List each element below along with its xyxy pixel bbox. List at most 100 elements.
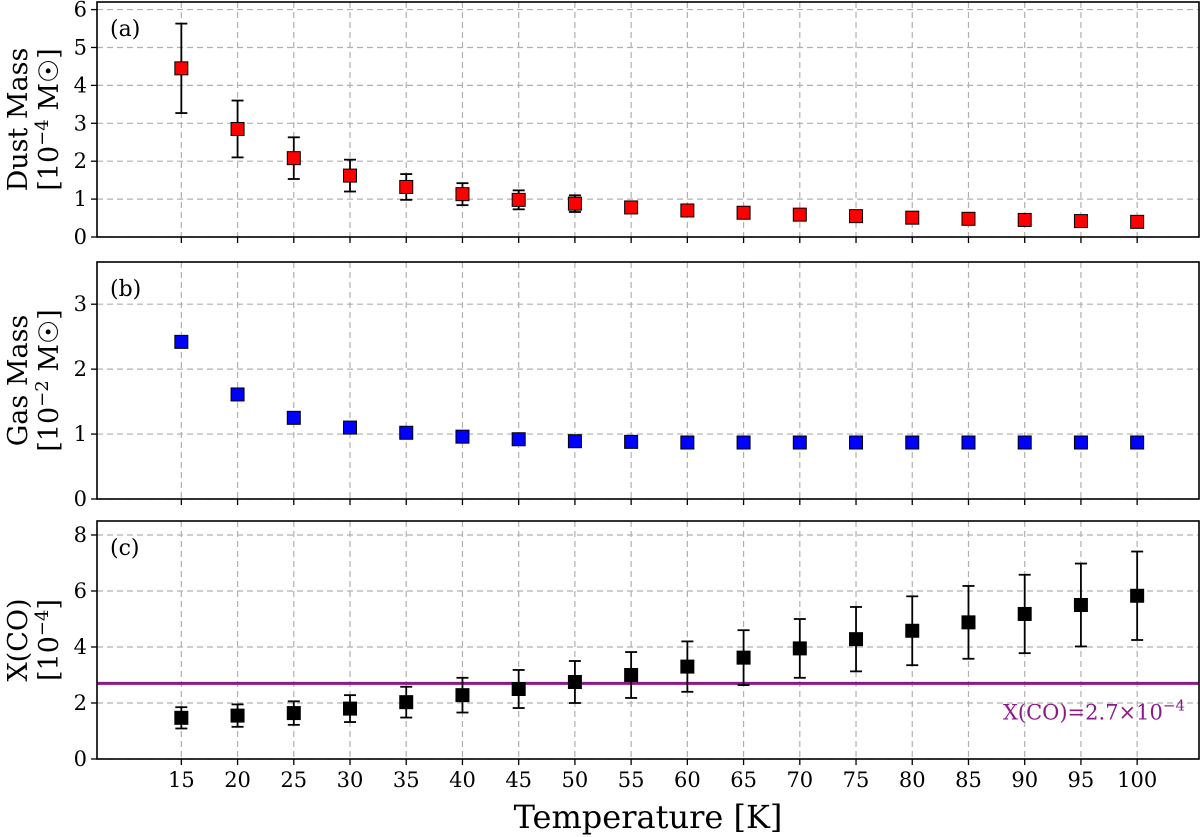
- data-point: [961, 615, 976, 630]
- y-tick-label: 3: [74, 111, 87, 135]
- y-tick-label: 2: [74, 691, 87, 715]
- y-axis-unit: [10−2 M☉]: [32, 309, 65, 451]
- y-axis-unit: [10−4]: [32, 599, 65, 681]
- data-point: [343, 168, 358, 183]
- data-point: [174, 61, 189, 76]
- data-point: [624, 434, 639, 449]
- data-point: [567, 434, 582, 449]
- data-point: [680, 435, 695, 450]
- data-point: [905, 623, 920, 638]
- y-tick-label: 3: [74, 292, 87, 316]
- data-point: [1017, 212, 1032, 227]
- data-point: [624, 200, 639, 215]
- panel-label: (b): [110, 277, 141, 302]
- data-point: [905, 435, 920, 450]
- data-point: [736, 205, 751, 220]
- data-point: [736, 435, 751, 450]
- data-point: [399, 695, 414, 710]
- y-tick-label: 1: [74, 187, 87, 211]
- x-tick-label: 50: [562, 768, 589, 792]
- data-point: [849, 209, 864, 224]
- data-point: [624, 668, 639, 682]
- y-tick-label: 4: [74, 73, 87, 97]
- x-tick-label: 100: [1117, 768, 1157, 792]
- data-point: [1130, 588, 1145, 603]
- x-tick-label: 90: [1011, 768, 1038, 792]
- panel-2: 0 1 2 3 (b) Gas Mass [10−2 M☉]: [3, 261, 1200, 511]
- data-point: [286, 706, 301, 721]
- data-point: [792, 207, 807, 222]
- data-point: [399, 179, 414, 194]
- data-point: [511, 432, 526, 447]
- y-axis-label: Dust Mass: [3, 48, 34, 192]
- x-tick-label: 55: [618, 768, 645, 792]
- y-tick-label: 2: [74, 149, 87, 173]
- data-point: [567, 196, 582, 211]
- plot-frame: [96, 1, 1200, 238]
- x-tick-label: 35: [393, 768, 420, 792]
- x-axis-label: Temperature [K]: [514, 798, 783, 836]
- data-point: [1130, 214, 1145, 229]
- data-point: [399, 425, 414, 440]
- data-point: [455, 187, 470, 202]
- data-point: [1073, 435, 1088, 450]
- panel-label: (c): [110, 536, 140, 561]
- data-point: [174, 710, 189, 725]
- data-point: [849, 435, 864, 450]
- data-point: [1017, 435, 1032, 450]
- x-tick-label: 20: [224, 768, 251, 792]
- x-tick-label: 30: [337, 768, 364, 792]
- data-point: [511, 192, 526, 207]
- data-point: [455, 688, 470, 703]
- data-point: [905, 210, 920, 225]
- x-tick-label: 45: [505, 768, 532, 792]
- x-tick-label: 60: [674, 768, 701, 792]
- data-point: [961, 435, 976, 450]
- data-point: [680, 203, 695, 218]
- y-tick-label: 6: [74, 0, 87, 22]
- data-point: [455, 429, 470, 444]
- y-axis-label: Gas Mass: [3, 315, 34, 447]
- y-tick-label: 6: [74, 579, 87, 603]
- data-point: [174, 334, 189, 349]
- y-tick-label: 0: [74, 487, 87, 511]
- data-point: [567, 675, 582, 689]
- plot-frame: [96, 520, 1200, 760]
- x-tick-label: 75: [843, 768, 870, 792]
- y-tick-label: 4: [74, 635, 87, 659]
- x-tick-label: 25: [280, 768, 307, 792]
- y-tick-label: 2: [74, 357, 87, 381]
- y-tick-label: 8: [74, 523, 87, 547]
- y-tick-label: 5: [74, 35, 87, 59]
- plot-frame: [96, 261, 1200, 500]
- x-tick-label: 70: [786, 768, 813, 792]
- data-point: [1073, 214, 1088, 229]
- data-point: [736, 650, 751, 665]
- x-tick-label: 95: [1068, 768, 1095, 792]
- x-tick-label: 40: [449, 768, 476, 792]
- data-point: [343, 701, 358, 716]
- panel-label: (a): [110, 17, 140, 42]
- x-tick-label: 85: [955, 768, 982, 792]
- reference-line-label: X(CO)=2.7×10−4: [1003, 696, 1185, 724]
- data-point: [230, 708, 245, 723]
- data-point: [343, 420, 358, 435]
- data-point: [230, 387, 245, 402]
- data-point: [1017, 606, 1032, 621]
- data-point: [792, 435, 807, 450]
- data-point: [286, 151, 301, 166]
- data-point: [1130, 435, 1145, 450]
- panel-1: 0 1 2 3 4 5 6 (a) Dust Mass [10−4 M☉]: [3, 0, 1200, 249]
- data-point: [680, 659, 695, 674]
- x-tick-label: 65: [730, 768, 757, 792]
- y-axis-label: X(CO): [3, 598, 34, 681]
- y-tick-label: 1: [74, 422, 87, 446]
- y-tick-label: 0: [74, 747, 87, 771]
- data-point: [961, 211, 976, 226]
- data-point: [849, 632, 864, 647]
- data-point: [1073, 598, 1088, 612]
- panel-3: 0 2 4 6 8 X(CO)=2.7×10−4 (c) X(CO) [10−4]: [3, 520, 1200, 771]
- data-point: [230, 121, 245, 136]
- data-point: [511, 682, 526, 696]
